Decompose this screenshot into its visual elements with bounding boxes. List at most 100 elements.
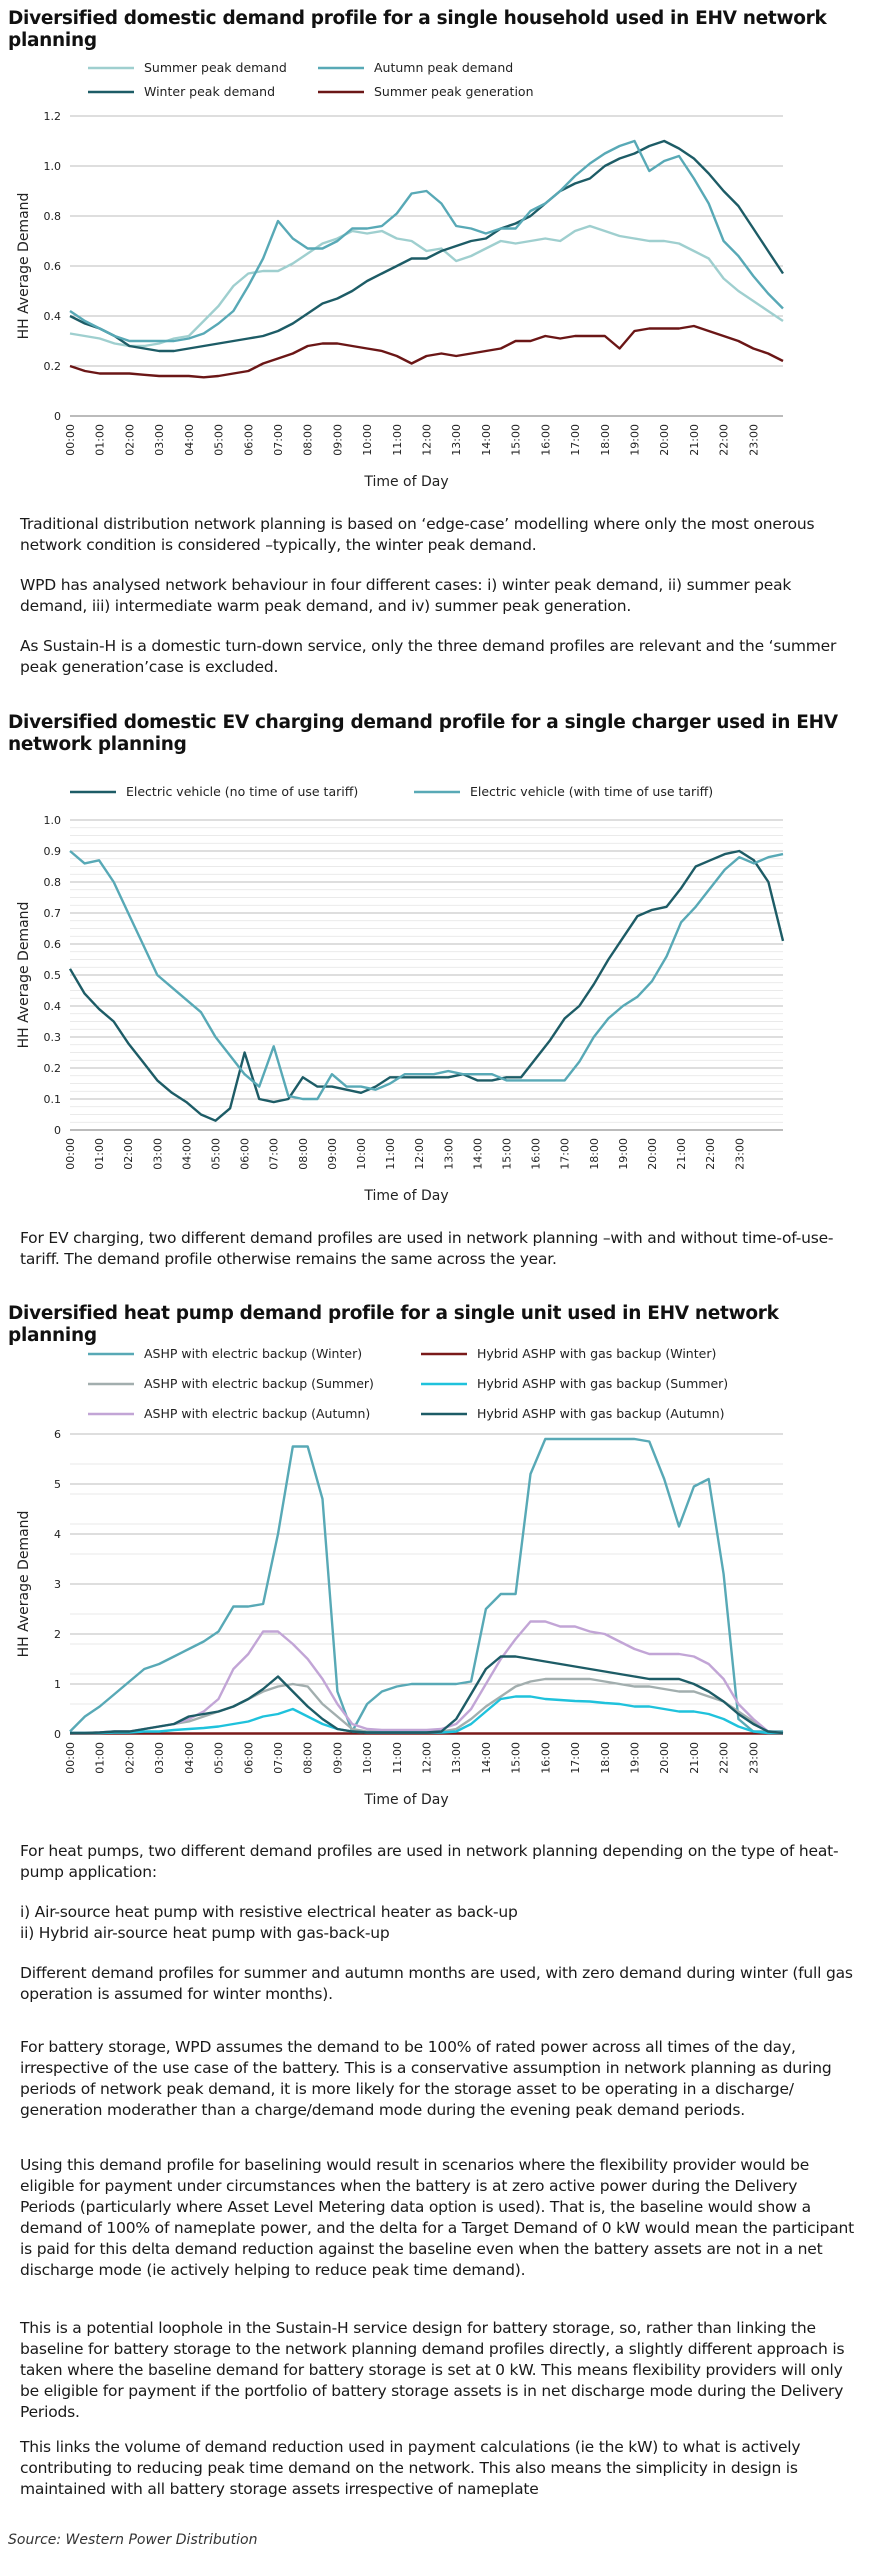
x-tick-label: 03:00	[153, 1742, 166, 1774]
x-tick-label: 10:00	[355, 1138, 368, 1170]
x-tick-label: 15:00	[510, 424, 523, 456]
y-tick-label: 0.5	[44, 969, 62, 982]
y-tick-label: 3	[54, 1578, 61, 1591]
x-tick-label: 07:00	[272, 424, 285, 456]
y-tick-label: 0.4	[44, 310, 62, 323]
c3-paragraph-1: For heat pumps, two different demand pro…	[20, 1842, 839, 1881]
y-tick-label: 2	[54, 1628, 61, 1641]
y-tick-label: 0.6	[44, 260, 62, 273]
y-tick-label: 0.6	[44, 938, 62, 951]
chart1-title: Diversified domestic demand profile for …	[8, 8, 827, 51]
legend-label: Autumn peak demand	[374, 60, 513, 75]
x-tick-label: 00:00	[64, 424, 77, 456]
x-tick-label: 14:00	[480, 1742, 493, 1774]
x-axis-label: Time of Day	[363, 474, 448, 490]
battery-paragraph-2: Using this demand profile for baselining…	[20, 2156, 855, 2279]
x-tick-label: 23:00	[747, 1742, 760, 1774]
y-tick-label: 0	[54, 410, 61, 423]
x-tick-label: 06:00	[239, 1138, 252, 1170]
x-tick-label: 19:00	[628, 424, 641, 456]
x-tick-label: 11:00	[384, 1138, 397, 1170]
x-tick-label: 08:00	[302, 1742, 315, 1774]
x-tick-label: 02:00	[123, 424, 136, 456]
chart2-title: Diversified domestic EV charging demand …	[8, 712, 838, 755]
x-tick-label: 18:00	[599, 1742, 612, 1774]
y-tick-label: 1.0	[44, 814, 62, 827]
y-tick-label: 0.8	[44, 876, 62, 889]
legend-label: Summer peak demand	[144, 60, 287, 75]
x-tick-label: 13:00	[450, 424, 463, 456]
battery-paragraph-3: This is a potential loophole in the Sust…	[20, 2319, 845, 2421]
x-tick-label: 07:00	[272, 1742, 285, 1774]
y-tick-label: 0.2	[44, 360, 62, 373]
x-tick-label: 05:00	[210, 1138, 223, 1170]
battery-paragraph-4: This links the volume of demand reductio…	[20, 2438, 801, 2498]
chart3: 0 1 2 3 4 5 6 00:00 01:00 02:00 03:00 04:00 05:00 06:…	[16, 1346, 784, 1808]
x-tick-label: 05:00	[213, 424, 226, 456]
chart2: 0 0.1 0.2 0.3 0.4 0.5 0.6 0.7 0.8 0.9 1.0 00:00 01:0…	[16, 784, 785, 1204]
x-tick-label: 18:00	[599, 424, 612, 456]
series-line	[69, 324, 784, 379]
legend-label: Hybrid ASHP with gas backup (Winter)	[477, 1346, 716, 1361]
x-tick-label: 08:00	[297, 1138, 310, 1170]
x-tick-label: 04:00	[180, 1138, 193, 1170]
x-tick-label: 05:00	[213, 1742, 226, 1774]
x-tick-label: 04:00	[183, 1742, 196, 1774]
x-tick-label: 09:00	[326, 1138, 339, 1170]
x-tick-label: 16:00	[539, 1742, 552, 1774]
legend-label: Electric vehicle (with time of use tarif…	[470, 784, 713, 799]
x-tick-label: 21:00	[675, 1138, 688, 1170]
x-tick-label: 09:00	[331, 424, 344, 456]
x-tick-label: 17:00	[569, 424, 582, 456]
series-line	[69, 850, 784, 1101]
legend-label: Electric vehicle (no time of use tariff)	[126, 784, 358, 799]
x-tick-label: 03:00	[153, 424, 166, 456]
x-tick-label: 07:00	[268, 1138, 281, 1170]
x-tick-label: 01:00	[94, 1742, 107, 1774]
y-tick-label: 4	[54, 1528, 61, 1541]
x-tick-label: 22:00	[718, 1742, 731, 1774]
legend-label: Hybrid ASHP with gas backup (Summer)	[477, 1376, 728, 1391]
legend-label: Hybrid ASHP with gas backup (Autumn)	[477, 1406, 725, 1421]
x-axis-label: Time of Day	[363, 1188, 448, 1204]
x-tick-label: 11:00	[391, 1742, 404, 1774]
y-tick-label: 0.2	[44, 1062, 62, 1075]
y-tick-label: 0.8	[44, 210, 62, 223]
x-tick-label: 12:00	[413, 1138, 426, 1170]
x-tick-label: 02:00	[123, 1742, 136, 1774]
x-tick-label: 00:00	[64, 1138, 77, 1170]
x-tick-label: 21:00	[688, 1742, 701, 1774]
x-tick-label: 10:00	[361, 424, 374, 456]
y-tick-label: 0.1	[44, 1093, 62, 1106]
y-tick-label: 6	[54, 1428, 61, 1441]
x-tick-label: 06:00	[242, 1742, 255, 1774]
x-tick-label: 01:00	[93, 1138, 106, 1170]
x-tick-label: 15:00	[510, 1742, 523, 1774]
c1-paragraph-1: Traditional distribution network plannin…	[20, 515, 815, 554]
x-tick-label: 00:00	[64, 1742, 77, 1774]
y-tick-label: 0.7	[44, 907, 62, 920]
y-tick-label: 1	[54, 1678, 61, 1691]
x-tick-label: 02:00	[122, 1138, 135, 1170]
x-tick-label: 20:00	[658, 424, 671, 456]
y-tick-label: 1.2	[44, 110, 62, 123]
x-tick-label: 06:00	[242, 424, 255, 456]
c1-paragraph-3: As Sustain-H is a domestic turn-down ser…	[20, 637, 837, 676]
y-axis-label: HH Average Demand	[16, 1511, 32, 1658]
y-tick-label: 0.4	[44, 1000, 62, 1013]
y-tick-label: 0.9	[44, 845, 62, 858]
y-tick-label: 0	[54, 1124, 61, 1137]
c3-paragraph-4: Different demand profiles for summer and…	[20, 1964, 853, 2003]
series-line	[68, 849, 785, 1122]
y-tick-label: 1.0	[44, 160, 62, 173]
x-tick-label: 19:00	[628, 1742, 641, 1774]
legend-label: Winter peak demand	[144, 84, 275, 99]
chart1: 0 0.2 0.4 0.6 0.8 1.0 1.2 00:00 01:00 02:00 03:00 0…	[16, 60, 785, 490]
legend-label: Summer peak generation	[374, 84, 534, 99]
legend-label: ASHP with electric backup (Winter)	[144, 1346, 362, 1361]
x-tick-label: 11:00	[391, 424, 404, 456]
y-axis-label: HH Average Demand	[16, 902, 32, 1049]
x-tick-label: 20:00	[658, 1742, 671, 1774]
x-tick-label: 16:00	[530, 1138, 543, 1170]
series-line	[69, 224, 784, 348]
